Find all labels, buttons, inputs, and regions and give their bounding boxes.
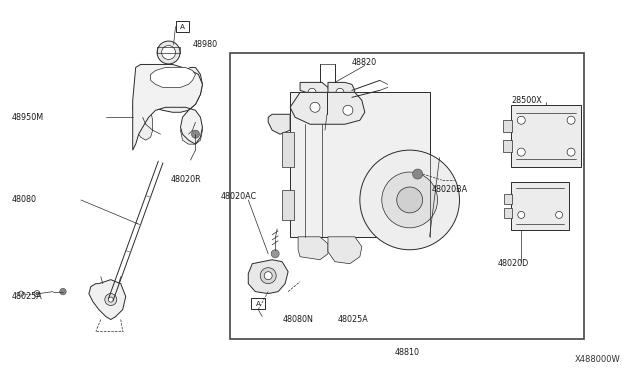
Bar — [503, 120, 512, 132]
Polygon shape — [150, 67, 195, 87]
Polygon shape — [290, 92, 365, 124]
Polygon shape — [148, 73, 191, 92]
Circle shape — [556, 211, 563, 218]
Circle shape — [161, 45, 175, 60]
Circle shape — [517, 116, 525, 124]
Polygon shape — [132, 84, 152, 140]
Circle shape — [34, 291, 40, 296]
Circle shape — [157, 41, 180, 64]
Circle shape — [336, 89, 344, 96]
Polygon shape — [328, 82, 355, 102]
Text: 48020BA: 48020BA — [431, 186, 468, 195]
Circle shape — [264, 272, 272, 280]
Text: 48020D: 48020D — [497, 259, 529, 268]
Polygon shape — [136, 64, 202, 112]
Circle shape — [360, 150, 460, 250]
Text: X488000W: X488000W — [575, 355, 621, 364]
Circle shape — [382, 172, 438, 228]
Text: 48820: 48820 — [352, 58, 377, 67]
Circle shape — [60, 288, 66, 295]
Bar — [230, 52, 584, 339]
Circle shape — [518, 211, 525, 218]
Text: 48080: 48080 — [11, 195, 36, 205]
Circle shape — [567, 116, 575, 124]
Circle shape — [517, 148, 525, 156]
Text: 48980: 48980 — [193, 40, 218, 49]
Circle shape — [308, 89, 316, 96]
Bar — [504, 194, 512, 204]
Bar — [282, 190, 294, 220]
Text: A: A — [180, 23, 185, 30]
Text: 48025A: 48025A — [338, 315, 369, 324]
Bar — [252, 298, 265, 309]
Bar — [290, 92, 429, 237]
Bar — [511, 182, 569, 230]
Text: A: A — [256, 301, 260, 307]
Circle shape — [567, 148, 575, 156]
Circle shape — [191, 130, 200, 138]
Circle shape — [105, 294, 116, 305]
Text: 48020AC: 48020AC — [220, 192, 257, 202]
Circle shape — [19, 291, 24, 296]
Text: 48025A: 48025A — [11, 292, 42, 301]
Circle shape — [260, 268, 276, 283]
Polygon shape — [89, 280, 125, 320]
Polygon shape — [268, 114, 290, 134]
Text: 48020R: 48020R — [171, 174, 201, 183]
Polygon shape — [298, 237, 328, 260]
Bar — [503, 140, 512, 152]
Bar — [504, 208, 512, 218]
Text: 48950M: 48950M — [11, 113, 44, 122]
Text: 28500X: 28500X — [511, 96, 542, 105]
Text: 48810: 48810 — [395, 348, 420, 357]
Polygon shape — [328, 237, 362, 264]
Polygon shape — [180, 110, 202, 144]
Circle shape — [310, 102, 320, 112]
Circle shape — [397, 187, 422, 213]
Bar — [511, 105, 581, 167]
Bar — [282, 132, 294, 167]
Text: 48080N: 48080N — [282, 315, 313, 324]
Circle shape — [271, 250, 279, 258]
Bar — [175, 21, 189, 32]
Circle shape — [413, 169, 422, 179]
Polygon shape — [248, 260, 288, 294]
Polygon shape — [132, 64, 202, 150]
Polygon shape — [300, 82, 330, 102]
Circle shape — [36, 292, 38, 295]
Circle shape — [108, 297, 113, 302]
Circle shape — [343, 105, 353, 115]
